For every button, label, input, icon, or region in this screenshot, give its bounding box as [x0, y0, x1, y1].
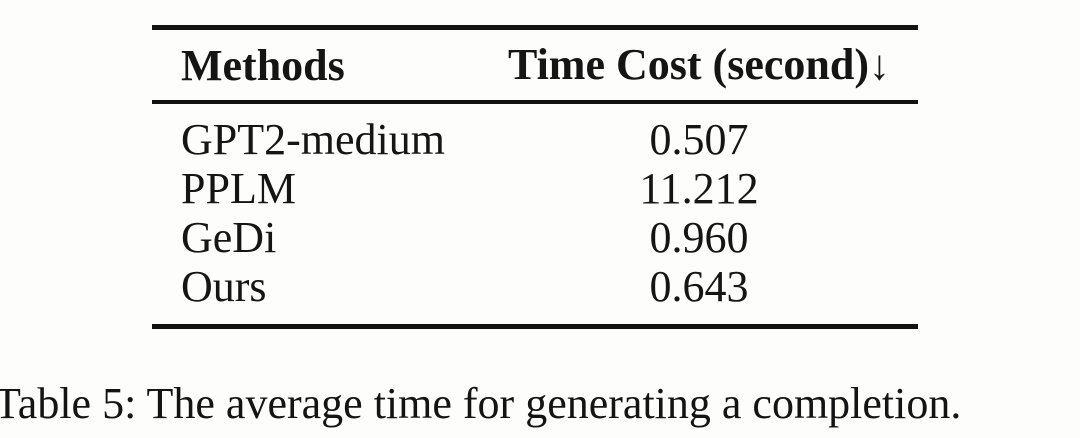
- method-cell: GeDi: [181, 213, 277, 262]
- time-cost-cell: 0.643: [649, 262, 749, 311]
- table-row: GPT2-medium 0.507: [152, 115, 918, 164]
- column-header-time-cost: Time Cost (second)↓: [480, 40, 918, 91]
- table-caption: Table 5: The average time for generating…: [0, 379, 962, 428]
- column-header-time-cost-label: Time Cost (second): [508, 39, 869, 89]
- table-row: Ours 0.643: [152, 262, 918, 311]
- results-table: Methods Time Cost (second)↓ GPT2-medium …: [152, 25, 918, 329]
- table-bottom-rule: [152, 324, 918, 329]
- time-cost-cell: 0.507: [649, 115, 749, 164]
- header-row: Methods Time Cost (second)↓: [152, 30, 918, 100]
- time-cost-cell: 11.212: [639, 164, 759, 213]
- down-arrow-icon: ↓: [868, 42, 890, 89]
- method-cell: Ours: [181, 262, 267, 311]
- method-cell: GPT2-medium: [181, 115, 445, 164]
- column-header-methods: Methods: [181, 40, 345, 90]
- time-cost-cell: 0.960: [649, 213, 749, 262]
- table-row: PPLM 11.212: [152, 164, 918, 213]
- table-header: Methods Time Cost (second)↓: [152, 30, 918, 100]
- table-header-rule: [152, 100, 918, 104]
- table-body: GPT2-medium 0.507 PPLM 11.212 GeDi 0.960…: [152, 104, 918, 324]
- table-top-rule: [152, 25, 918, 30]
- method-cell: PPLM: [181, 164, 296, 213]
- table-row: GeDi 0.960: [152, 213, 918, 262]
